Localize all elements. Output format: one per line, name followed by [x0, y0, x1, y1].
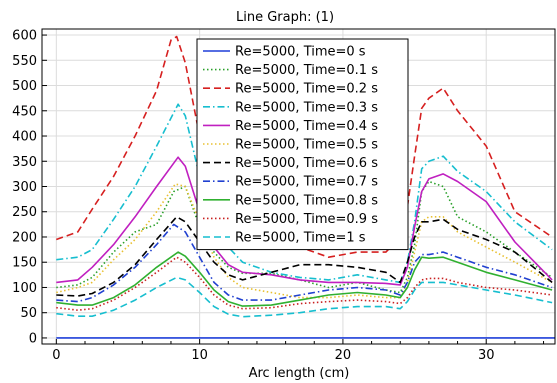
legend-entry: Re=5000, Time=0.5 s — [235, 138, 378, 153]
legend-entry: Re=5000, Time=0.7 s — [235, 175, 378, 190]
legend-entry: Re=5000, Time=0.4 s — [235, 119, 378, 134]
legend-entry: Re=5000, Time=0.6 s — [235, 156, 378, 171]
y-tick-label: 0 — [29, 331, 37, 346]
y-tick-label: 550 — [12, 54, 37, 69]
series-line-10 — [56, 276, 553, 318]
x-tick-label: 0 — [52, 348, 60, 363]
y-tick-label: 300 — [12, 180, 37, 195]
series-line-8 — [56, 251, 553, 307]
legend-box — [196, 38, 409, 251]
series-line-6 — [56, 216, 553, 297]
legend-entry: Re=5000, Time=0.9 s — [235, 212, 378, 227]
series-lines — [56, 35, 555, 339]
y-tick-label: 450 — [12, 104, 37, 119]
chart-title: Line Graph: (1) — [236, 10, 334, 25]
y-tick-label: 250 — [12, 205, 37, 220]
y-tick-label: 100 — [12, 281, 37, 296]
y-tick-label: 350 — [12, 155, 37, 170]
legend-entry: Re=5000, Time=0.2 s — [235, 82, 378, 97]
series-line-9 — [56, 256, 553, 312]
x-tick-label: 30 — [478, 348, 495, 363]
legend: Re=5000, Time=0 s Re=5000, Time=0.1 s Re=5… — [196, 38, 409, 251]
axis-ticks: 0 50 100 150 200 250 300 350 400 450 500 550 600 0 10 2… — [12, 29, 545, 363]
y-tick-label: 50 — [20, 306, 37, 321]
legend-entry: Re=5000, Time=0.8 s — [235, 193, 378, 208]
series-line-1 — [56, 180, 553, 294]
legend-entry: Re=5000, Time=1 s — [235, 231, 366, 246]
x-tick-label: 20 — [335, 348, 352, 363]
series-line-7 — [56, 223, 553, 303]
y-tick-label: 150 — [12, 256, 37, 271]
y-tick-label: 200 — [12, 230, 37, 245]
legend-entry: Re=5000, Time=0.1 s — [235, 63, 378, 78]
legend-entry: Re=5000, Time=0 s — [235, 45, 366, 60]
y-tick-label: 400 — [12, 130, 37, 145]
legend-entry: Re=5000, Time=0.3 s — [235, 100, 378, 115]
series-line-2 — [56, 35, 553, 259]
series-line-4 — [56, 156, 553, 286]
x-tick-label: 10 — [191, 348, 208, 363]
y-tick-label: 600 — [12, 29, 37, 44]
x-axis-label: Arc length (cm) — [249, 366, 350, 381]
y-tick-label: 500 — [12, 79, 37, 94]
series-line-3 — [56, 103, 553, 284]
